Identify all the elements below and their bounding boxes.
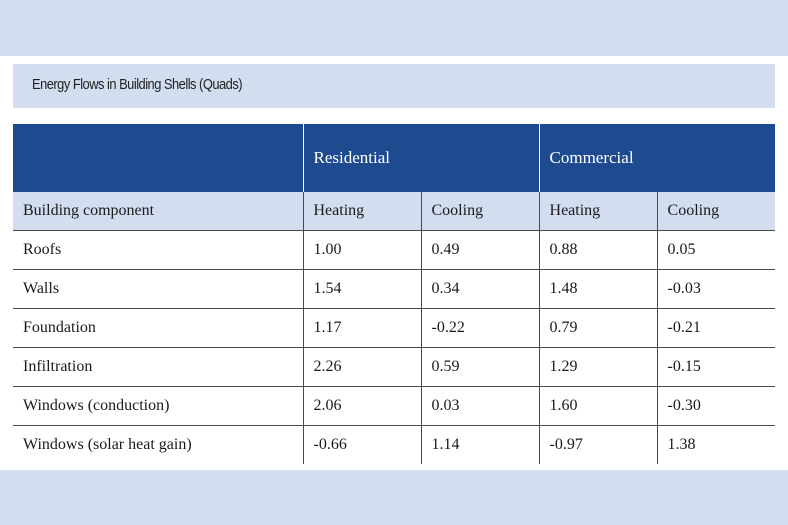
cell-com-cooling: -0.15 bbox=[656, 347, 776, 387]
blank-header-cell bbox=[13, 124, 303, 192]
cell-com-heating: 0.79 bbox=[538, 308, 658, 348]
column-header-row: Building component Heating Cooling Heati… bbox=[13, 192, 776, 231]
cell-res-cooling: -0.22 bbox=[420, 308, 540, 348]
cell-com-cooling: -0.03 bbox=[656, 269, 776, 309]
cell-res-cooling: 0.34 bbox=[420, 269, 540, 309]
cell-component: Windows (solar heat gain) bbox=[23, 436, 192, 453]
column-header-component: Building component bbox=[13, 192, 303, 231]
column-header-com-cooling: Cooling bbox=[656, 192, 776, 231]
cell-com-cooling: -0.30 bbox=[656, 386, 776, 426]
cell-res-heating: 1.17 bbox=[302, 308, 421, 348]
table-row: Infiltration 2.26 0.59 1.29 -0.15 bbox=[13, 347, 776, 387]
cell-res-cooling: 0.59 bbox=[420, 347, 540, 387]
cell-component: Roofs bbox=[13, 230, 303, 270]
cell-com-cooling: 0.05 bbox=[656, 230, 776, 270]
table-row: Roofs 1.00 0.49 0.88 0.05 bbox=[13, 230, 776, 270]
table-row: Walls 1.54 0.34 1.48 -0.03 bbox=[13, 269, 776, 309]
cell-com-heating: 1.29 bbox=[538, 347, 658, 387]
column-header-com-heating: Heating bbox=[538, 192, 658, 231]
group-header-residential: Residential bbox=[302, 124, 540, 192]
cell-component: Infiltration bbox=[13, 347, 303, 387]
cell-res-heating: 2.26 bbox=[302, 347, 421, 387]
group-header-commercial: Commercial bbox=[538, 124, 776, 192]
cell-com-cooling: -0.21 bbox=[656, 308, 776, 348]
cell-com-cooling: 1.38 bbox=[656, 425, 776, 464]
cell-res-heating: -0.66 bbox=[302, 425, 421, 464]
cell-res-heating: 1.00 bbox=[302, 230, 421, 270]
content-panel: Energy Flows in Building Shells (Quads) … bbox=[0, 56, 788, 470]
cell-com-heating: 1.60 bbox=[538, 386, 658, 426]
group-header-row: Residential Commercial bbox=[13, 124, 776, 192]
cell-component: Foundation bbox=[13, 308, 303, 348]
table-row: Windows (conduction) 2.06 0.03 1.60 -0.3… bbox=[13, 386, 776, 426]
table-row: Windows (solar heat gain) -0.66 1.14 -0.… bbox=[13, 425, 776, 464]
cell-res-heating: 1.54 bbox=[302, 269, 421, 309]
cell-component: Windows (conduction) bbox=[13, 386, 303, 426]
cell-res-cooling: 0.03 bbox=[420, 386, 540, 426]
cell-component: Walls bbox=[13, 269, 303, 309]
cell-res-cooling: 1.14 bbox=[420, 425, 540, 464]
cell-com-heating: 1.48 bbox=[538, 269, 658, 309]
table-title: Energy Flows in Building Shells (Quads) bbox=[32, 76, 243, 93]
column-header-res-heating: Heating bbox=[302, 192, 421, 231]
cell-res-cooling: 0.49 bbox=[420, 230, 540, 270]
energy-flows-table: Residential Commercial Building componen… bbox=[13, 124, 776, 464]
column-header-res-cooling: Cooling bbox=[420, 192, 540, 231]
cell-com-heating: -0.97 bbox=[538, 425, 658, 464]
cell-res-heating: 2.06 bbox=[302, 386, 421, 426]
table-row: Foundation 1.17 -0.22 0.79 -0.21 bbox=[13, 308, 776, 348]
cell-com-heating: 0.88 bbox=[538, 230, 658, 270]
title-bar: Energy Flows in Building Shells (Quads) bbox=[13, 64, 775, 108]
